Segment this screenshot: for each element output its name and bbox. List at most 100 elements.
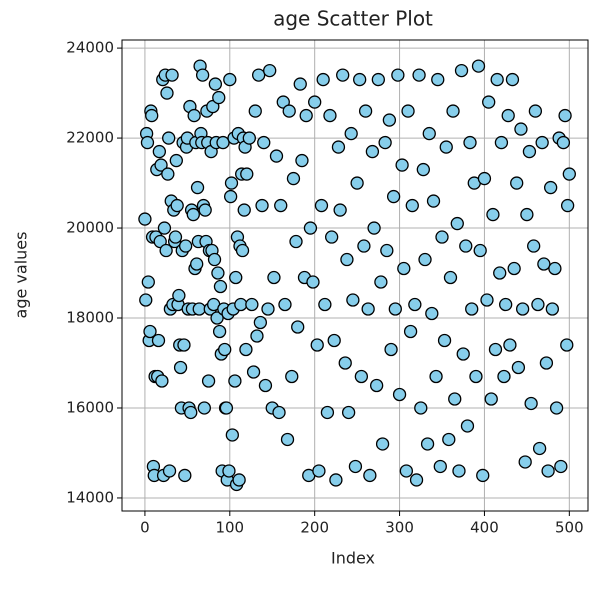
point xyxy=(232,473,246,487)
point xyxy=(285,369,299,384)
point xyxy=(469,369,483,384)
point xyxy=(242,131,256,145)
point xyxy=(341,405,356,420)
point xyxy=(497,369,511,384)
x-tick-label: 400 xyxy=(470,519,499,537)
point xyxy=(291,320,305,334)
point xyxy=(391,68,405,82)
point xyxy=(450,216,464,231)
point xyxy=(560,198,575,213)
point xyxy=(431,72,445,87)
point xyxy=(520,207,534,222)
y-tick-label: 20000 xyxy=(66,219,114,237)
point xyxy=(153,234,167,249)
point xyxy=(528,104,543,118)
point xyxy=(299,108,313,123)
point xyxy=(382,113,397,127)
y-tick-label: 14000 xyxy=(66,488,114,506)
point xyxy=(257,135,271,150)
point xyxy=(459,239,473,253)
point xyxy=(331,140,346,154)
point xyxy=(223,72,237,87)
point xyxy=(452,464,466,478)
point xyxy=(549,401,564,415)
point xyxy=(482,95,496,109)
point xyxy=(237,203,251,217)
point xyxy=(363,468,377,483)
plot-frame xyxy=(121,39,589,512)
point xyxy=(269,149,284,163)
point xyxy=(228,374,242,388)
point xyxy=(510,176,524,190)
point xyxy=(151,333,166,348)
point xyxy=(234,297,248,312)
point xyxy=(293,77,307,91)
point xyxy=(378,135,392,150)
point xyxy=(562,167,576,181)
point xyxy=(338,356,352,370)
point xyxy=(429,369,443,384)
point xyxy=(384,342,398,357)
point xyxy=(484,392,498,406)
point xyxy=(439,140,453,154)
point xyxy=(524,396,538,411)
point xyxy=(152,144,166,159)
point xyxy=(258,378,273,393)
point xyxy=(320,405,335,420)
point xyxy=(280,432,295,447)
point xyxy=(412,68,426,82)
point xyxy=(195,68,210,82)
point xyxy=(354,369,369,384)
point xyxy=(558,108,572,123)
point xyxy=(554,459,568,474)
point xyxy=(403,324,418,339)
point xyxy=(493,266,507,280)
point xyxy=(187,108,201,123)
point xyxy=(350,176,364,190)
point xyxy=(157,221,172,235)
y-tick-label: 18000 xyxy=(66,309,114,327)
point xyxy=(503,338,517,352)
point xyxy=(140,135,155,150)
point xyxy=(507,261,521,276)
point xyxy=(395,158,409,172)
point xyxy=(442,432,456,447)
point xyxy=(169,153,183,168)
point xyxy=(192,302,206,316)
point xyxy=(422,126,436,141)
point xyxy=(263,63,277,78)
y-axis-label: age values xyxy=(12,232,31,319)
point xyxy=(286,171,301,186)
point xyxy=(219,401,234,415)
point xyxy=(207,252,222,267)
point xyxy=(371,72,385,87)
point xyxy=(361,302,375,316)
point xyxy=(255,198,269,213)
point xyxy=(295,153,309,168)
point xyxy=(499,297,513,312)
point xyxy=(197,401,211,415)
point xyxy=(253,315,268,330)
point xyxy=(306,275,320,289)
point xyxy=(246,365,261,379)
point xyxy=(314,198,329,213)
point xyxy=(532,441,547,456)
point xyxy=(154,158,168,172)
point xyxy=(414,401,428,415)
point xyxy=(229,270,243,285)
point xyxy=(168,230,183,244)
point xyxy=(323,108,337,123)
point xyxy=(173,360,188,375)
point xyxy=(333,203,347,217)
point xyxy=(386,189,401,204)
point xyxy=(514,122,528,136)
point xyxy=(437,333,452,348)
point xyxy=(425,306,439,321)
point xyxy=(170,198,184,213)
point xyxy=(160,86,174,100)
point xyxy=(316,72,330,87)
point xyxy=(250,329,264,343)
point xyxy=(165,68,179,82)
point xyxy=(486,207,500,222)
point xyxy=(267,270,281,285)
